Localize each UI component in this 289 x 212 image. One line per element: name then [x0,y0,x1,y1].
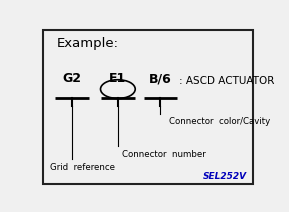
Text: B/6: B/6 [149,72,172,85]
Text: Connector  color/Cavity: Connector color/Cavity [169,117,271,126]
Text: Connector  number: Connector number [122,149,206,159]
Text: : ASCD ACTUATOR: : ASCD ACTUATOR [179,76,275,86]
Text: G2: G2 [62,72,81,85]
Text: E1: E1 [109,72,127,85]
Text: Example:: Example: [56,37,118,50]
FancyBboxPatch shape [43,30,253,184]
Text: Grid  reference: Grid reference [50,163,114,172]
Text: SEL252V: SEL252V [203,172,247,181]
